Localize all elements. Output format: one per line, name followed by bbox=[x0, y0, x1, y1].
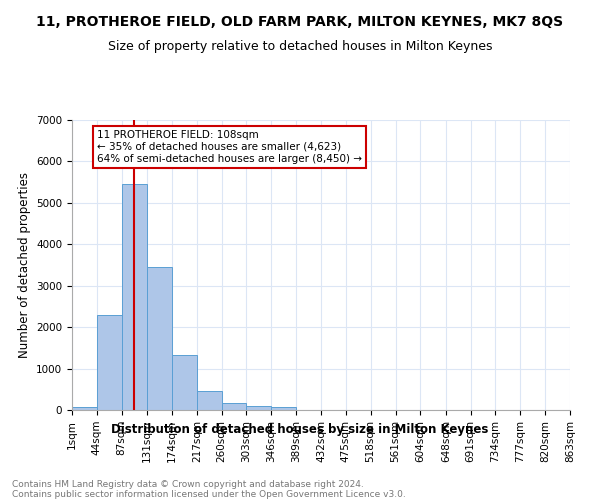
Text: Distribution of detached houses by size in Milton Keynes: Distribution of detached houses by size … bbox=[112, 422, 488, 436]
Y-axis label: Number of detached properties: Number of detached properties bbox=[17, 172, 31, 358]
Bar bbox=[271, 407, 296, 410]
Bar bbox=[172, 355, 197, 410]
Bar bbox=[221, 403, 247, 410]
Text: 11 PROTHEROE FIELD: 108sqm
← 35% of detached houses are smaller (4,623)
64% of s: 11 PROTHEROE FIELD: 108sqm ← 35% of deta… bbox=[97, 130, 362, 164]
Text: Size of property relative to detached houses in Milton Keynes: Size of property relative to detached ho… bbox=[108, 40, 492, 53]
Bar bbox=[147, 267, 172, 410]
Bar bbox=[122, 184, 147, 410]
Bar bbox=[197, 392, 221, 410]
Text: 11, PROTHEROE FIELD, OLD FARM PARK, MILTON KEYNES, MK7 8QS: 11, PROTHEROE FIELD, OLD FARM PARK, MILT… bbox=[37, 15, 563, 29]
Bar bbox=[247, 406, 271, 410]
Text: Contains HM Land Registry data © Crown copyright and database right 2024.
Contai: Contains HM Land Registry data © Crown c… bbox=[12, 480, 406, 500]
Bar bbox=[72, 407, 97, 410]
Bar bbox=[97, 314, 122, 410]
